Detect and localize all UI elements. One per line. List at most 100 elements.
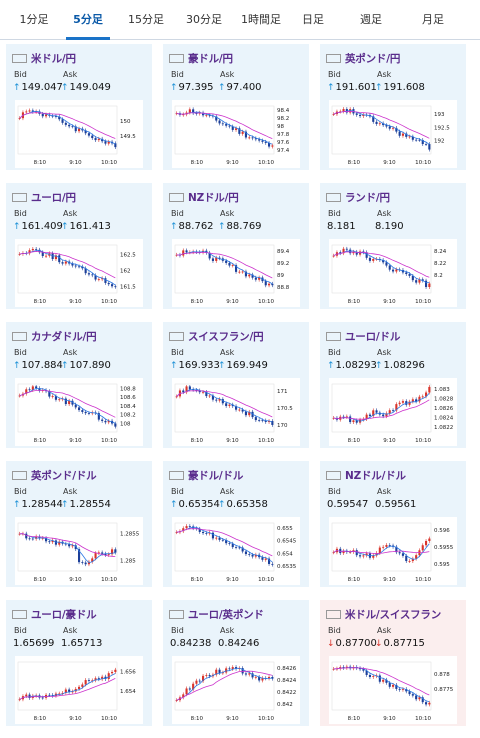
candlestick-chart[interactable]: 1.083 1.0828 1.0826 1.0824 1.0822 8:10 9:10 10:…	[329, 378, 457, 446]
card-title[interactable]: 英ポンド/ドル	[12, 467, 97, 483]
ask-label: Ask	[377, 209, 392, 218]
rate-card[interactable]: 豪ドル/ドル Bid Ask ↑0.65354 ↑0.65358 0.655 0.6545 0…	[163, 461, 309, 587]
candle-body	[244, 551, 248, 555]
candle-body	[68, 544, 71, 547]
ask-label: Ask	[220, 348, 235, 357]
pair-name[interactable]: ユーロ/円	[31, 191, 76, 204]
pair-name[interactable]: 米ドル/円	[31, 52, 76, 65]
candlestick-chart[interactable]: 108.8 108.6 108.4 108.2 108 8:10 9:10 10:10	[15, 378, 143, 446]
candle-body	[388, 265, 391, 270]
card-title[interactable]: 豪ドル/ドル	[169, 467, 243, 483]
tab-5[interactable]: 日足	[302, 13, 324, 26]
bid-price: ↑1.28544	[13, 499, 63, 510]
rate-card[interactable]: 米ドル/スイスフラン Bid Ask ↓0.87700 ↓0.87715 0.878 0.8…	[320, 600, 466, 726]
tab-7[interactable]: 月足	[422, 13, 444, 26]
pair-name[interactable]: 豪ドル/円	[188, 52, 233, 65]
candle-body	[28, 389, 31, 391]
candle-body	[405, 133, 408, 137]
candle-body	[258, 277, 261, 280]
tab-6[interactable]: 週足	[360, 13, 382, 26]
y-tick-label: 193	[434, 112, 445, 118]
pair-name[interactable]: NZドル/円	[188, 191, 239, 204]
candlestick-chart[interactable]: 1.656 1.654 8:10 9:10 10:10	[15, 656, 143, 724]
candlestick-chart[interactable]: 8.24 8.22 8.2 8:10 9:10 10:10	[329, 239, 457, 307]
up-arrow-icon: ↑	[13, 361, 21, 371]
candle-body	[208, 115, 211, 117]
candle-body	[234, 667, 238, 669]
rate-card[interactable]: ユーロ/ドル Bid Ask ↑1.08293 ↑1.08296 1.083 1.0828 1…	[320, 322, 466, 448]
candle-body	[251, 673, 254, 678]
pair-name[interactable]: スイスフラン/円	[188, 330, 264, 343]
pair-name[interactable]: 英ポンド/ドル	[31, 469, 97, 482]
candlestick-chart[interactable]: 0.878 0.8775 8:10 9:10 10:10	[329, 656, 457, 724]
rate-card[interactable]: 英ポンド/円 Bid Ask ↑191.601 ↑191.608 193 192.5 192 8…	[320, 44, 466, 170]
candlestick-chart[interactable]: 0.8426 0.8424 0.8422 0.842 8:10 9:10 10:10	[172, 656, 300, 724]
card-title[interactable]: ユーロ/豪ドル	[12, 606, 97, 622]
pair-name[interactable]: ユーロ/豪ドル	[31, 608, 97, 621]
candle-body	[77, 407, 81, 411]
candle-body	[415, 399, 418, 402]
rate-card[interactable]: ユーロ/豪ドル Bid Ask 1.65699 1.65713 1.656 1.654 8:1…	[6, 600, 152, 726]
rate-card[interactable]: 米ドル/円 Bid Ask ↑149.047 ↑149.049 150 149.5 8:10 9…	[6, 44, 152, 170]
candlestick-chart[interactable]: 150 149.5 8:10 9:10 10:10	[15, 100, 143, 168]
pair-name[interactable]: ユーロ/ドル	[345, 330, 401, 343]
pair-name[interactable]: ユーロ/英ポンド	[188, 608, 264, 621]
candlestick-chart[interactable]: 89.4 89.2 89 88.8 8:10 9:10 10:10	[172, 239, 300, 307]
rate-card[interactable]: カナダドル/円 Bid Ask ↑107.884 ↑107.890 108.8 108.6 1…	[6, 322, 152, 448]
candle-body	[182, 390, 185, 393]
tab-1[interactable]: 5分足	[66, 0, 110, 40]
pair-name[interactable]: NZドル/ドル	[345, 469, 406, 482]
candle-body	[84, 130, 87, 134]
rate-card[interactable]: ランド/円 Bid Ask 8.181 8.190 8.24 8.22 8.2 8:10 9:10…	[320, 183, 466, 309]
y-tick-label: 0.596	[434, 528, 450, 534]
candle-body	[238, 409, 241, 411]
card-title[interactable]: カナダドル/円	[12, 328, 97, 344]
candlestick-chart[interactable]: 0.596 0.5955 0.595 8:10 9:10 10:10	[329, 517, 457, 585]
card-title[interactable]: 豪ドル/円	[169, 50, 233, 66]
bid-price: 1.65699	[13, 638, 55, 649]
pair-name[interactable]: 豪ドル/ドル	[188, 469, 244, 482]
candle-body	[271, 283, 274, 286]
rate-card[interactable]: ユーロ/英ポンド Bid Ask 0.84238 0.84246 0.8426 0.8424…	[163, 600, 309, 726]
tab-2[interactable]: 15分足	[128, 13, 164, 26]
tab-4[interactable]: 1時間足	[241, 13, 281, 26]
rate-card[interactable]: ユーロ/円 Bid Ask ↑161.409 ↑161.413 162.5 162 161.5…	[6, 183, 152, 309]
candlestick-chart[interactable]: 193 192.5 192 8:10 9:10 10:10	[329, 100, 457, 168]
card-title[interactable]: ユーロ/英ポンド	[169, 606, 264, 622]
candlestick-chart[interactable]: 98.4 98.2 98 97.8 97.6 97.4 8:10 9:10 10:10	[172, 100, 300, 168]
pair-name[interactable]: 英ポンド/円	[345, 52, 401, 65]
candlestick-chart[interactable]: 171 170.5 170 8:10 9:10 10:10	[172, 378, 300, 446]
rate-card[interactable]: 英ポンド/ドル Bid Ask ↑1.28544 ↑1.28554 1.2855 1.285…	[6, 461, 152, 587]
candle-body	[198, 390, 201, 393]
pair-name[interactable]: 米ドル/スイスフラン	[345, 608, 442, 621]
card-title[interactable]: ユーロ/円	[12, 189, 76, 205]
candle-body	[421, 545, 424, 551]
candle-body	[182, 528, 185, 532]
card-title[interactable]: 英ポンド/円	[326, 50, 400, 66]
tab-0[interactable]: 1分足	[19, 13, 49, 26]
y-tick-label: 108.4	[120, 404, 136, 410]
card-title[interactable]: NZドル/ドル	[326, 467, 406, 483]
card-title[interactable]: スイスフラン/円	[169, 328, 264, 344]
candle-body	[228, 543, 231, 544]
pair-name[interactable]: ランド/円	[345, 191, 390, 204]
candle-body	[208, 252, 211, 259]
rate-card[interactable]: NZドル/円 Bid Ask ↑88.762 ↑88.769 89.4 89.2 89 88.8…	[163, 183, 309, 309]
pair-name[interactable]: カナダドル/円	[31, 330, 97, 343]
candlestick-chart[interactable]: 1.2855 1.285 8:10 9:10 10:10	[15, 517, 143, 585]
card-title[interactable]: 米ドル/スイスフラン	[326, 606, 441, 622]
candlestick-chart[interactable]: 162.5 162 161.5 8:10 9:10 10:10	[15, 239, 143, 307]
candle-body	[94, 553, 97, 559]
rate-card[interactable]: NZドル/ドル Bid Ask 0.59547 0.59561 0.596 0.5955 0.…	[320, 461, 466, 587]
x-tick-label: 8:10	[348, 160, 361, 166]
card-title[interactable]: NZドル/円	[169, 189, 239, 205]
x-tick-label: 9:10	[383, 577, 396, 583]
card-title[interactable]: 米ドル/円	[12, 50, 76, 66]
card-title[interactable]: ランド/円	[326, 189, 390, 205]
plot-frame	[174, 661, 275, 711]
rate-card[interactable]: スイスフラン/円 Bid Ask ↑169.933 ↑169.949 171 170.5 17…	[163, 322, 309, 448]
card-title[interactable]: ユーロ/ドル	[326, 328, 400, 344]
rate-card[interactable]: 豪ドル/円 Bid Ask ↑97.395 ↑97.400 98.4 98.2 98 97.8 9…	[163, 44, 309, 170]
candlestick-chart[interactable]: 0.655 0.6545 0.654 0.6535 8:10 9:10 10:10	[172, 517, 300, 585]
tab-3[interactable]: 30分足	[186, 13, 222, 26]
